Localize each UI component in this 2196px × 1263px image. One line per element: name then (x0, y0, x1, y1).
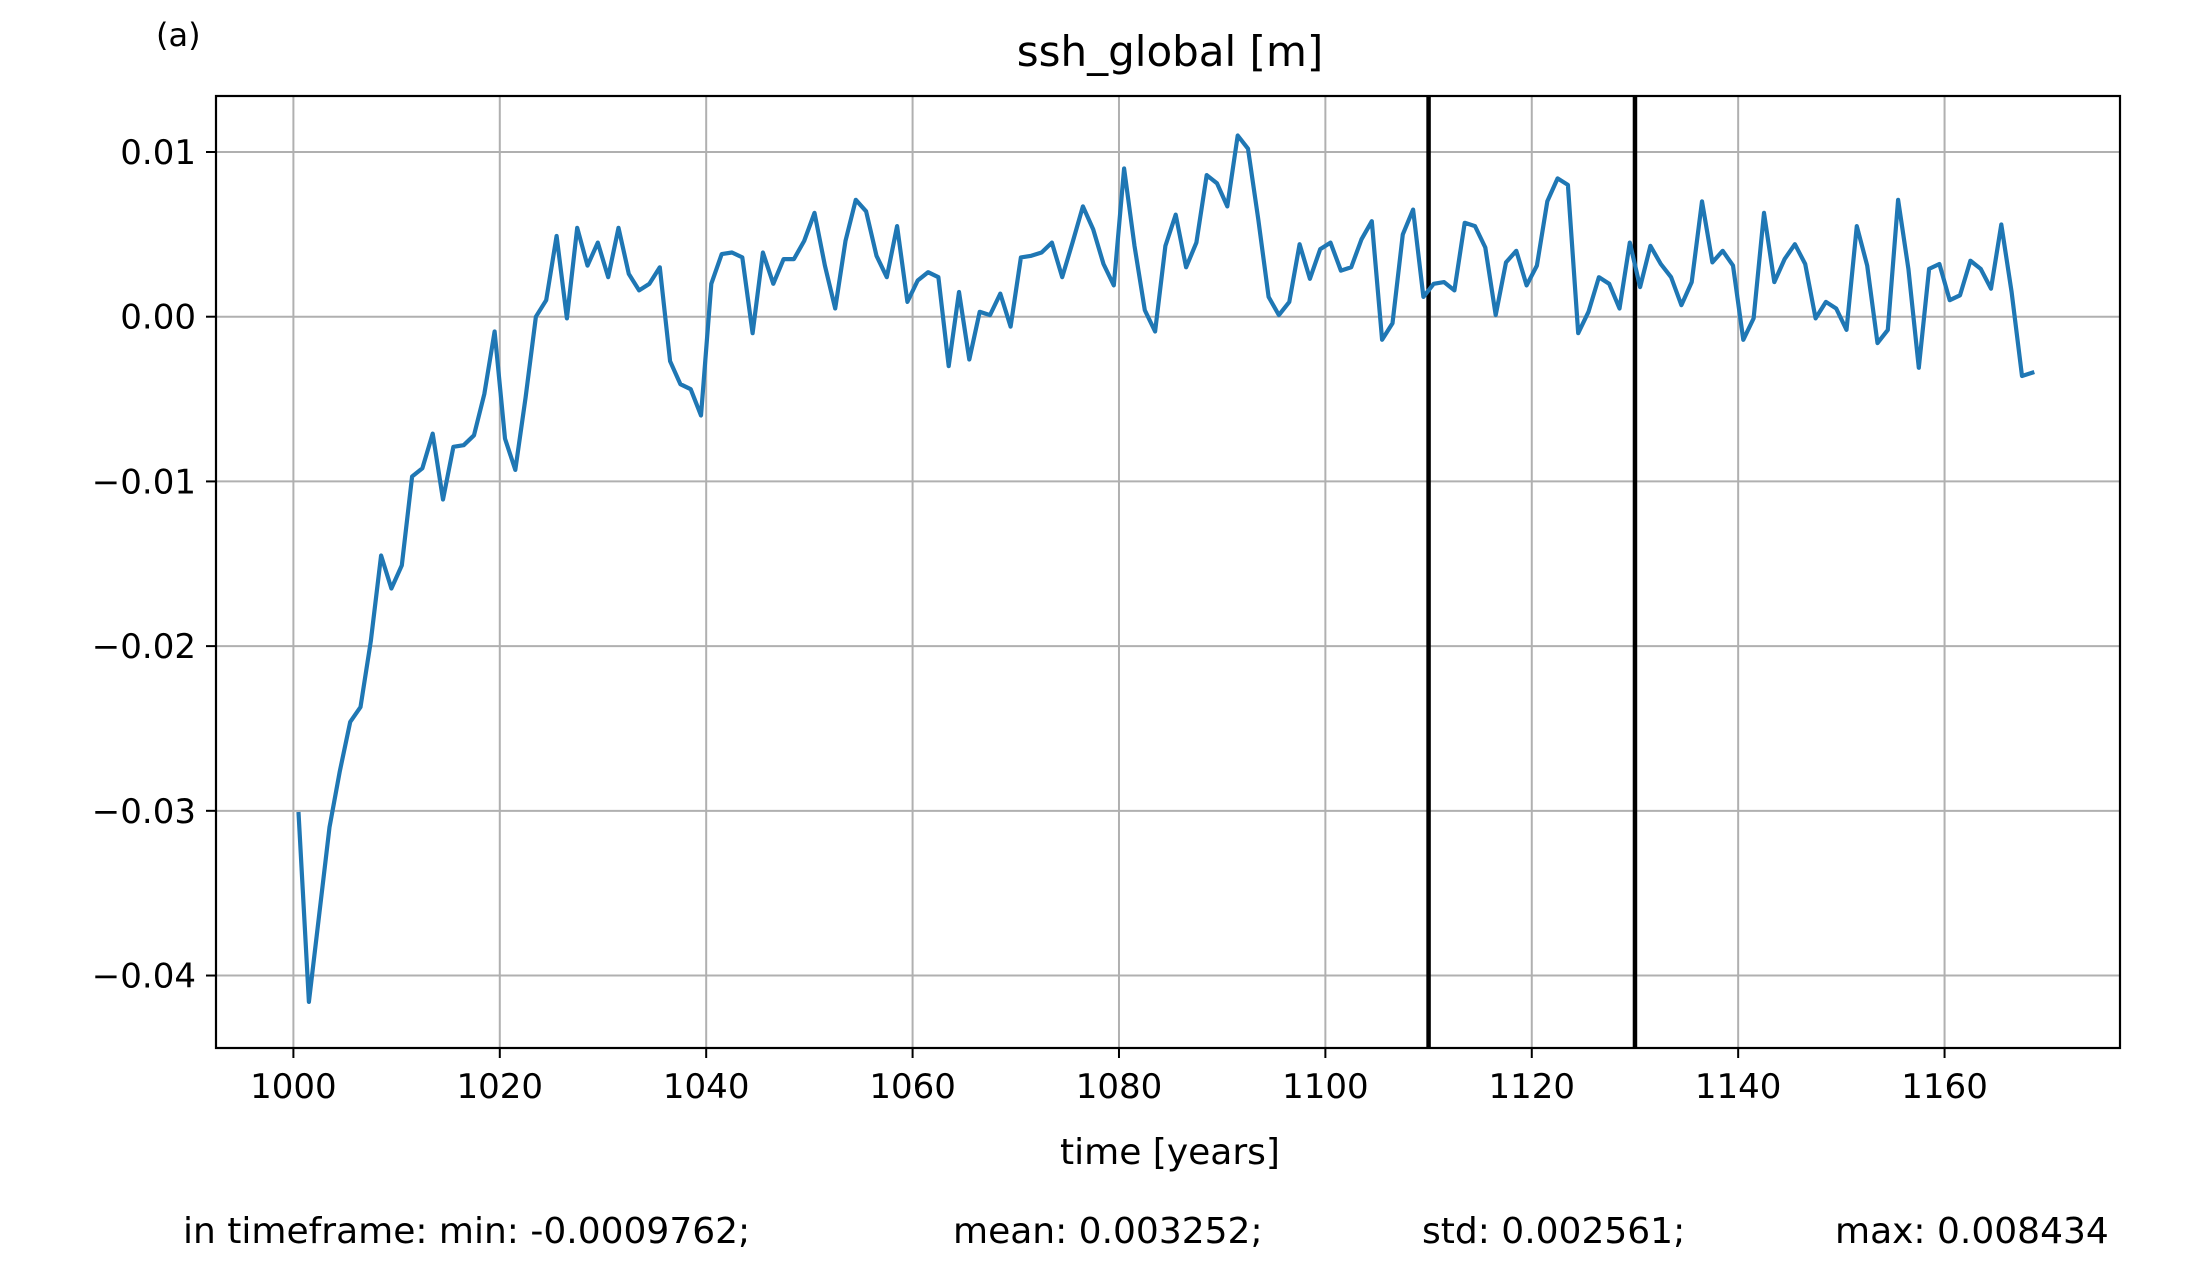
stats-std: std: 0.002561; (1422, 1211, 1685, 1252)
x-tick-label: 1160 (1901, 1067, 1988, 1107)
stats-mean: mean: 0.003252; (953, 1211, 1263, 1252)
grid (216, 96, 2120, 1048)
x-tick-label: 1140 (1695, 1067, 1782, 1107)
y-tick-label: −0.01 (92, 462, 196, 502)
x-axis-label: time [years] (1060, 1132, 1280, 1173)
y-tick-label: 0.01 (120, 133, 196, 173)
x-tick-label: 1060 (869, 1067, 956, 1107)
panel-label: (a) (156, 16, 201, 54)
x-tick-label: 1100 (1282, 1067, 1369, 1107)
y-tick-label: −0.02 (92, 627, 196, 667)
series-line (296, 133, 2035, 1005)
y-tick-label: −0.03 (92, 792, 196, 832)
x-tick-label: 1040 (663, 1067, 750, 1107)
x-tick-label: 1000 (250, 1067, 337, 1107)
y-tick-label: −0.04 (92, 957, 196, 997)
stats-max: max: 0.008434 (1835, 1211, 2109, 1252)
x-axis-ticks: 1000 1020 1040 1060 1080 1100 1120 1140 1160 (250, 1048, 1988, 1107)
plot-frame (214, 94, 2122, 1050)
y-axis-ticks: 0.01 0.00 −0.01 −0.02 −0.03 −0.04 (92, 133, 216, 997)
x-tick-label: 1080 (1076, 1067, 1163, 1107)
reference-lines (1426, 96, 1638, 1048)
x-tick-label: 1120 (1489, 1067, 1576, 1107)
x-tick-label: 1020 (457, 1067, 544, 1107)
y-tick-label: 0.00 (120, 298, 196, 338)
chart-title: ssh_global [m] (1017, 27, 1324, 76)
series-layer (296, 133, 2035, 1005)
stats-min: in timeframe: min: -0.0009762; (183, 1211, 750, 1252)
